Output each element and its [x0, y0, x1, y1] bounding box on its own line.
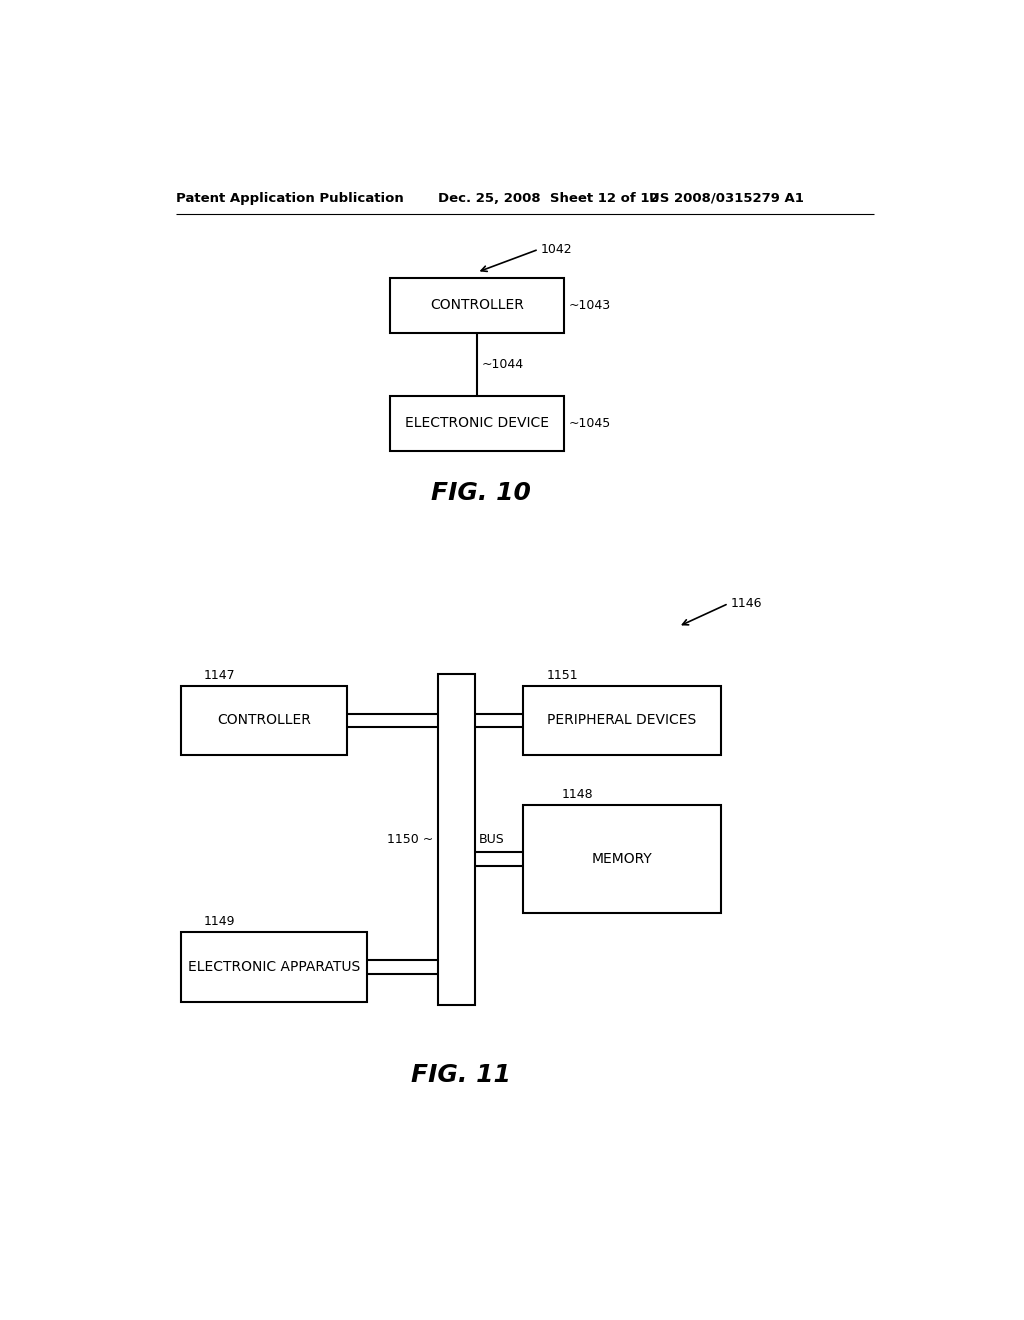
- Text: ELECTRONIC DEVICE: ELECTRONIC DEVICE: [404, 416, 549, 430]
- Text: PERIPHERAL DEVICES: PERIPHERAL DEVICES: [548, 714, 696, 727]
- Text: Patent Application Publication: Patent Application Publication: [176, 191, 403, 205]
- Text: BUS: BUS: [478, 833, 504, 846]
- Text: 1042: 1042: [541, 243, 572, 256]
- Text: 1150 ~: 1150 ~: [387, 833, 433, 846]
- Bar: [523, 805, 721, 913]
- Text: ~1044: ~1044: [481, 358, 523, 371]
- Text: ~1043: ~1043: [568, 298, 610, 312]
- Text: US 2008/0315279 A1: US 2008/0315279 A1: [649, 191, 804, 205]
- Text: CONTROLLER: CONTROLLER: [430, 298, 523, 313]
- Text: CONTROLLER: CONTROLLER: [217, 714, 311, 727]
- Bar: [390, 396, 563, 451]
- Text: Dec. 25, 2008  Sheet 12 of 12: Dec. 25, 2008 Sheet 12 of 12: [438, 191, 658, 205]
- Bar: [523, 686, 721, 755]
- Bar: [390, 277, 563, 333]
- Bar: [438, 675, 475, 1006]
- Text: ELECTRONIC APPARATUS: ELECTRONIC APPARATUS: [187, 960, 359, 974]
- Text: 1151: 1151: [547, 668, 579, 681]
- Text: 1147: 1147: [204, 668, 236, 681]
- Text: MEMORY: MEMORY: [592, 853, 652, 866]
- Text: FIG. 10: FIG. 10: [431, 482, 530, 506]
- Text: FIG. 11: FIG. 11: [412, 1063, 511, 1086]
- Text: ~1045: ~1045: [568, 417, 610, 430]
- Text: 1149: 1149: [204, 915, 236, 928]
- Text: 1146: 1146: [731, 597, 763, 610]
- Text: 1148: 1148: [562, 788, 594, 801]
- Bar: [180, 686, 347, 755]
- Bar: [180, 932, 367, 1002]
